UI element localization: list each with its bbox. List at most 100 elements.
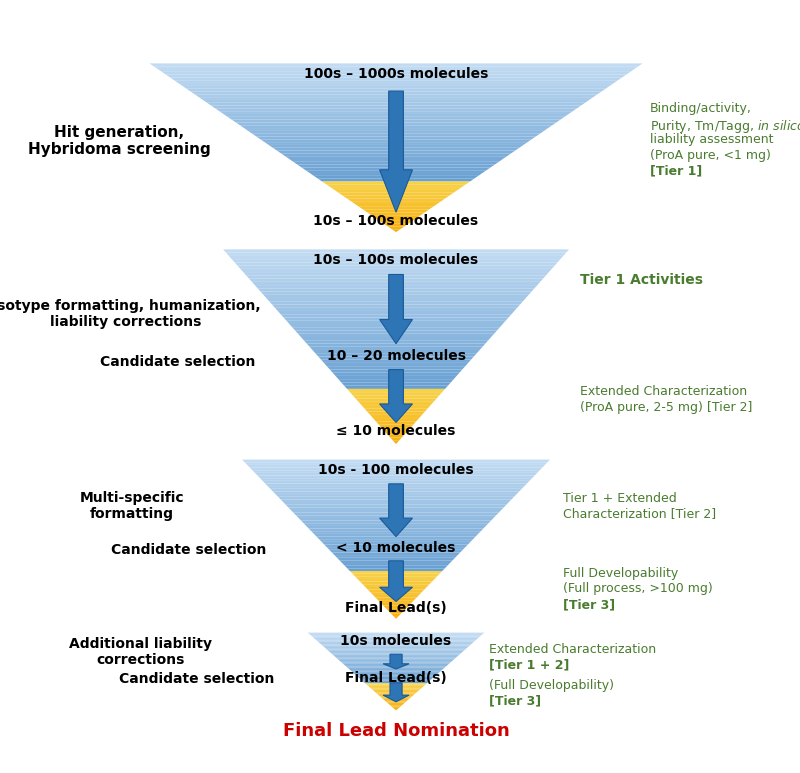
Polygon shape: [349, 669, 443, 670]
Polygon shape: [317, 536, 476, 540]
Polygon shape: [207, 103, 585, 106]
Polygon shape: [380, 221, 413, 223]
Polygon shape: [378, 600, 414, 603]
Polygon shape: [310, 635, 482, 636]
Polygon shape: [350, 392, 442, 395]
Polygon shape: [252, 282, 540, 285]
Polygon shape: [333, 373, 459, 376]
Polygon shape: [286, 505, 506, 507]
Polygon shape: [342, 196, 450, 199]
Polygon shape: [383, 683, 409, 702]
Polygon shape: [362, 680, 430, 682]
Polygon shape: [308, 632, 484, 634]
Polygon shape: [387, 703, 405, 704]
Polygon shape: [373, 418, 419, 421]
Polygon shape: [334, 656, 458, 657]
Polygon shape: [227, 117, 565, 120]
Polygon shape: [393, 441, 399, 444]
Polygon shape: [389, 704, 403, 705]
Polygon shape: [310, 634, 483, 635]
Polygon shape: [215, 108, 577, 111]
Polygon shape: [368, 686, 424, 687]
Text: 10s – 100s molecules: 10s – 100s molecules: [314, 253, 478, 267]
Polygon shape: [364, 408, 428, 411]
Polygon shape: [154, 66, 638, 69]
Polygon shape: [238, 266, 554, 269]
Polygon shape: [306, 526, 486, 529]
Polygon shape: [324, 647, 468, 649]
Polygon shape: [242, 460, 550, 462]
Polygon shape: [324, 363, 468, 366]
Polygon shape: [314, 176, 478, 179]
Polygon shape: [211, 106, 581, 108]
Polygon shape: [252, 470, 540, 473]
Polygon shape: [255, 473, 537, 475]
Polygon shape: [248, 131, 544, 134]
Text: Tier 1 Activities: Tier 1 Activities: [580, 273, 703, 287]
Polygon shape: [358, 676, 434, 678]
Polygon shape: [378, 424, 414, 427]
Polygon shape: [385, 431, 407, 434]
Polygon shape: [358, 402, 434, 405]
Polygon shape: [356, 399, 437, 402]
Text: Extended Characterization: Extended Characterization: [580, 385, 747, 398]
Polygon shape: [368, 590, 424, 592]
Text: Characterization [Tier 2]: Characterization [Tier 2]: [563, 507, 716, 520]
Polygon shape: [311, 531, 481, 534]
Polygon shape: [283, 318, 509, 321]
Polygon shape: [383, 699, 410, 700]
Polygon shape: [291, 510, 502, 512]
Polygon shape: [359, 678, 433, 679]
Polygon shape: [360, 581, 432, 584]
Polygon shape: [298, 165, 494, 168]
Polygon shape: [384, 223, 408, 226]
Polygon shape: [294, 512, 498, 516]
Polygon shape: [234, 262, 558, 266]
Polygon shape: [392, 707, 401, 708]
Polygon shape: [342, 662, 450, 664]
Polygon shape: [362, 405, 430, 408]
Polygon shape: [367, 411, 425, 415]
Polygon shape: [390, 705, 402, 707]
Polygon shape: [380, 369, 413, 422]
Polygon shape: [302, 168, 490, 170]
Polygon shape: [338, 659, 455, 660]
Polygon shape: [317, 640, 475, 642]
Polygon shape: [380, 696, 412, 697]
Polygon shape: [386, 608, 406, 611]
Polygon shape: [272, 305, 520, 308]
Text: 100s – 1000s molecules: 100s – 1000s molecules: [304, 66, 488, 81]
Polygon shape: [392, 230, 400, 232]
Polygon shape: [265, 142, 527, 145]
Polygon shape: [366, 587, 427, 590]
Polygon shape: [370, 415, 422, 418]
Polygon shape: [223, 250, 569, 253]
Text: (ProA pure, <1 mg): (ProA pure, <1 mg): [650, 149, 770, 162]
Text: Final Lead(s): Final Lead(s): [345, 671, 447, 685]
Polygon shape: [318, 179, 474, 182]
Polygon shape: [321, 644, 471, 645]
Polygon shape: [345, 566, 447, 568]
Polygon shape: [371, 689, 421, 690]
Polygon shape: [246, 275, 546, 278]
Polygon shape: [199, 97, 594, 100]
Text: Extended Characterization: Extended Characterization: [490, 643, 657, 656]
Polygon shape: [347, 389, 445, 392]
Polygon shape: [232, 259, 561, 262]
Text: [Tier 1]: [Tier 1]: [650, 165, 702, 178]
Polygon shape: [258, 475, 534, 478]
Polygon shape: [281, 153, 511, 156]
Polygon shape: [203, 100, 589, 103]
Polygon shape: [263, 295, 529, 298]
Polygon shape: [295, 331, 497, 334]
Polygon shape: [178, 83, 614, 86]
Polygon shape: [223, 114, 569, 117]
Polygon shape: [394, 709, 398, 710]
Polygon shape: [286, 321, 506, 324]
Polygon shape: [377, 693, 415, 695]
Polygon shape: [380, 560, 413, 601]
Polygon shape: [269, 145, 523, 148]
Polygon shape: [304, 523, 489, 526]
Text: Candidate selection: Candidate selection: [110, 543, 266, 557]
Polygon shape: [365, 683, 427, 685]
